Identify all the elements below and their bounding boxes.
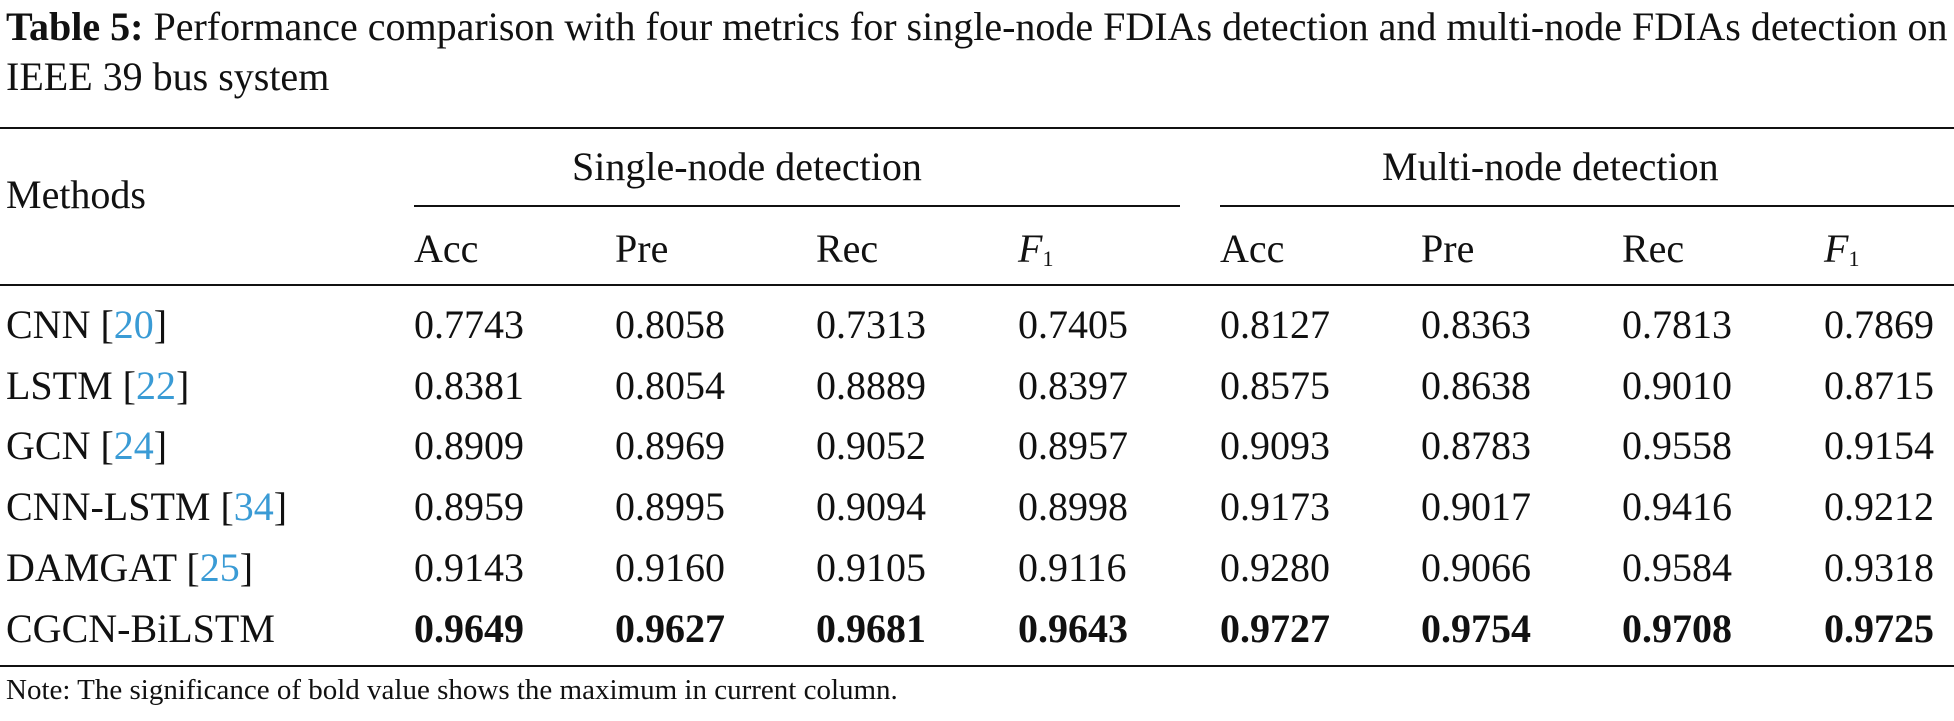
value-cell: 0.9280: [1220, 545, 1330, 590]
value-cell: 0.9010: [1622, 363, 1732, 408]
value-cell: 0.8058: [615, 302, 725, 347]
value-cell: 0.7313: [816, 302, 926, 347]
value-cell: 0.9105: [816, 545, 926, 590]
value-cell: 0.9649: [414, 606, 524, 651]
value-cell: 0.9725: [1824, 606, 1934, 651]
value-cell: 0.8889: [816, 363, 926, 408]
value-cell: 0.9052: [816, 423, 926, 468]
value-cell: 0.8363: [1421, 302, 1531, 347]
value-cell: 0.9643: [1018, 606, 1128, 651]
value-cell: 0.8638: [1421, 363, 1531, 408]
caption-label: Table 5:: [6, 4, 144, 49]
metric-subscript: 1: [1042, 246, 1054, 271]
value-cell: 0.8054: [615, 363, 725, 408]
value-cell: 0.9160: [615, 545, 725, 590]
citation-bracket: ]: [176, 363, 190, 408]
citation-link[interactable]: 34: [233, 484, 274, 529]
value-cell: 0.7813: [1622, 302, 1732, 347]
method-cell: LSTM [22]: [6, 361, 189, 411]
citation-link[interactable]: 22: [136, 363, 176, 408]
value-cell: 0.9416: [1622, 484, 1732, 529]
value-cell: 0.9627: [615, 606, 725, 651]
caption-text: Performance comparison with four metrics…: [6, 4, 1948, 99]
value-cell: 0.9584: [1622, 545, 1732, 590]
group-header-single: Single-node detection: [572, 144, 922, 189]
single-group-rule: [414, 205, 1180, 207]
value-cell: 0.8783: [1421, 423, 1531, 468]
value-cell: 0.8998: [1018, 484, 1128, 529]
value-cell: 0.9094: [816, 484, 926, 529]
value-cell: 0.9558: [1622, 423, 1732, 468]
metric-subscript: 1: [1848, 246, 1860, 271]
metric-header-label: F: [1824, 226, 1849, 271]
value-cell: 0.9318: [1824, 545, 1934, 590]
value-cell: 0.8959: [414, 484, 524, 529]
method-name: CNN [: [6, 302, 114, 347]
value-cell: 0.9093: [1220, 423, 1330, 468]
metric-header-5: Pre: [1421, 226, 1475, 271]
value-cell: 0.8397: [1018, 363, 1128, 408]
metric-header-0: Acc: [414, 226, 479, 271]
value-cell: 0.8969: [615, 423, 725, 468]
value-cell: 0.8127: [1220, 302, 1330, 347]
value-cell: 0.9154: [1824, 423, 1934, 468]
value-cell: 0.9754: [1421, 606, 1531, 651]
metric-header-3: F1: [1018, 224, 1053, 284]
method-name: CGCN-BiLSTM: [6, 606, 275, 651]
method-name: LSTM [: [6, 363, 136, 408]
method-cell: CNN-LSTM [34]: [6, 482, 287, 532]
method-name: GCN [: [6, 423, 114, 468]
value-cell: 0.8575: [1220, 363, 1330, 408]
metric-header-4: Acc: [1220, 226, 1285, 271]
value-cell: 0.9116: [1018, 545, 1127, 590]
table-note: Note: The significance of bold value sho…: [6, 674, 898, 706]
value-cell: 0.8715: [1824, 363, 1934, 408]
method-cell: CNN [20]: [6, 300, 167, 350]
value-cell: 0.8957: [1018, 423, 1128, 468]
metric-header-label: F: [1018, 226, 1043, 271]
citation-bracket: ]: [153, 423, 168, 468]
citation-bracket: ]: [153, 302, 168, 347]
header-rule: [0, 284, 1954, 286]
table-caption: Table 5: Performance comparison with fou…: [6, 2, 1950, 102]
citation-link[interactable]: 20: [113, 302, 154, 347]
method-cell: DAMGAT [25]: [6, 543, 253, 593]
methods-header: Methods: [6, 172, 146, 217]
value-cell: 0.9708: [1622, 606, 1732, 651]
value-cell: 0.9681: [816, 606, 926, 651]
method-name: DAMGAT [: [6, 545, 200, 590]
citation-bracket: ]: [273, 484, 288, 529]
multi-group-rule: [1220, 205, 1954, 207]
citation-link[interactable]: 25: [199, 545, 240, 590]
value-cell: 0.9017: [1421, 484, 1531, 529]
value-cell: 0.9212: [1824, 484, 1934, 529]
method-name: CNN-LSTM [: [6, 484, 234, 529]
value-cell: 0.9173: [1220, 484, 1330, 529]
value-cell: 0.8909: [414, 423, 524, 468]
bottom-rule: [0, 665, 1954, 667]
value-cell: 0.8381: [414, 363, 524, 408]
metric-header-6: Rec: [1622, 226, 1685, 271]
value-cell: 0.9143: [414, 545, 524, 590]
citation-link[interactable]: 24: [113, 423, 154, 468]
value-cell: 0.7743: [414, 302, 524, 347]
metric-header-7: F1: [1824, 224, 1859, 284]
value-cell: 0.7869: [1824, 302, 1934, 347]
citation-bracket: ]: [239, 545, 254, 590]
metric-header-1: Pre: [615, 226, 669, 271]
value-cell: 0.7405: [1018, 302, 1128, 347]
value-cell: 0.9066: [1421, 545, 1531, 590]
value-cell: 0.9727: [1220, 606, 1330, 651]
metric-header-2: Rec: [816, 226, 879, 271]
method-cell: GCN [24]: [6, 421, 167, 471]
top-rule: [0, 127, 1954, 129]
method-cell: CGCN-BiLSTM: [6, 604, 275, 654]
value-cell: 0.8995: [615, 484, 725, 529]
group-header-multi: Multi-node detection: [1382, 144, 1719, 189]
